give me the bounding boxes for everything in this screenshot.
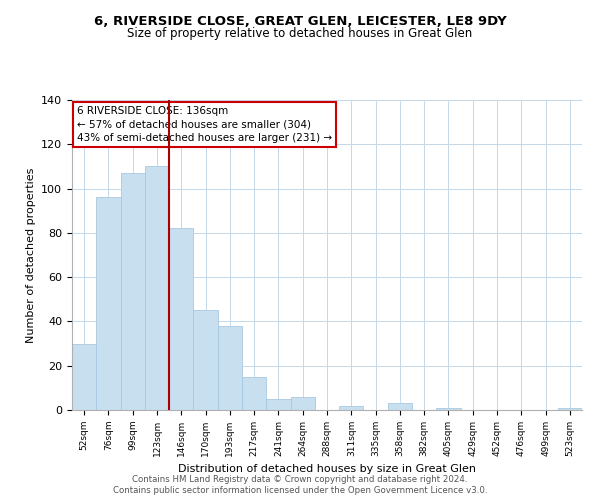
Text: 6, RIVERSIDE CLOSE, GREAT GLEN, LEICESTER, LE8 9DY: 6, RIVERSIDE CLOSE, GREAT GLEN, LEICESTE… [94, 15, 506, 28]
Bar [339, 406, 364, 410]
Bar [193, 310, 218, 410]
Text: Size of property relative to detached houses in Great Glen: Size of property relative to detached ho… [127, 28, 473, 40]
Bar [121, 173, 145, 410]
Bar [266, 399, 290, 410]
X-axis label: Distribution of detached houses by size in Great Glen: Distribution of detached houses by size … [178, 464, 476, 474]
Text: Contains HM Land Registry data © Crown copyright and database right 2024.: Contains HM Land Registry data © Crown c… [132, 475, 468, 484]
Bar [242, 377, 266, 410]
Bar [169, 228, 193, 410]
Bar [145, 166, 169, 410]
Bar [290, 396, 315, 410]
Y-axis label: Number of detached properties: Number of detached properties [26, 168, 35, 342]
Bar [388, 404, 412, 410]
Bar [218, 326, 242, 410]
Bar [96, 198, 121, 410]
Bar [72, 344, 96, 410]
Bar [558, 408, 582, 410]
Text: Contains public sector information licensed under the Open Government Licence v3: Contains public sector information licen… [113, 486, 487, 495]
Bar [436, 408, 461, 410]
Text: 6 RIVERSIDE CLOSE: 136sqm
← 57% of detached houses are smaller (304)
43% of semi: 6 RIVERSIDE CLOSE: 136sqm ← 57% of detac… [77, 106, 332, 142]
